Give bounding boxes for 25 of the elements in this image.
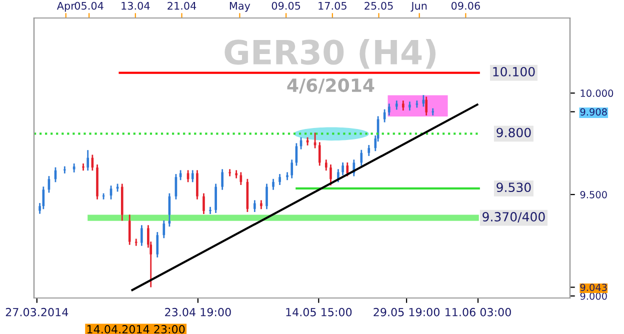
y-tick-label: 10.000 — [580, 90, 614, 97]
x2-tick-label: 13.04 — [122, 2, 150, 10]
y-tick-label: 9.908 — [580, 108, 607, 116]
y-tick-label: 9.500 — [580, 191, 607, 198]
x-tick-label: 11.06 03:00 — [446, 308, 511, 316]
x-tick-label: 27.03.2014 — [6, 308, 68, 316]
x-tick-label: 23.04 19:00 — [165, 308, 231, 316]
x2-tick-label: 09.06 — [451, 2, 480, 10]
x2-tick-label: 21.04 — [168, 2, 196, 10]
ref-line-label: 9.530 — [496, 182, 531, 192]
x2-tick-label: 09.05 — [272, 2, 300, 10]
x-tick-label: 14.05 15:00 — [286, 308, 352, 316]
x2-tick-label: 17.05 — [318, 2, 346, 10]
text: 14.04.2014 23:00 — [87, 325, 185, 334]
y-tick-label: 9.043 — [580, 284, 607, 292]
text: 4/6/2014 — [287, 78, 374, 94]
band-label: 9.370/400 — [482, 212, 545, 222]
ref-line-label: 10.100 — [493, 66, 535, 76]
ref-line-label: 9.800 — [496, 128, 531, 138]
x2-tick-label: May — [230, 2, 250, 12]
x2-tick-label: Apr — [56, 2, 75, 12]
x2-tick-label: 05.04 — [74, 2, 104, 10]
x2-tick-label: 25.05 — [364, 2, 393, 10]
x-tick-label: 29.05 19:00 — [374, 308, 440, 316]
x2-tick-label: Jun — [410, 2, 427, 12]
